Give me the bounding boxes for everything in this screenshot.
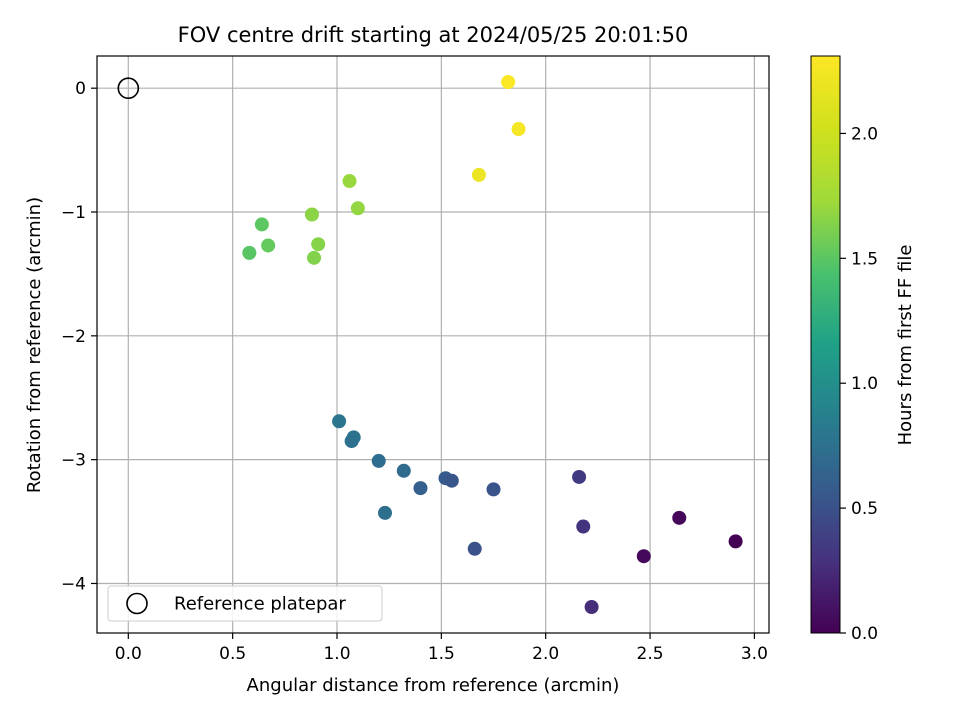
data-point: [467, 541, 482, 556]
data-point: [444, 473, 459, 488]
y-axis-label: Rotation from reference (arcmin): [24, 197, 45, 493]
x-axis-ticks: 0.0 0.5 1.0 1.5 2.0 2.5 3.0: [115, 633, 768, 664]
legend-marker: [126, 592, 148, 615]
data-point: [471, 167, 486, 182]
y-tick-label: −4: [61, 574, 86, 594]
data-point: [304, 207, 319, 222]
legend-box: [107, 585, 383, 622]
y-axis-ticks: 0 −1 −2 −3 −4: [61, 79, 97, 594]
plot-frame: [96, 55, 770, 634]
data-point: [728, 534, 743, 549]
data-point: [572, 469, 587, 484]
data-point: [311, 237, 326, 252]
y-tick-label: 0: [75, 79, 86, 99]
x-axis-label: Angular distance from reference (arcmin): [247, 675, 620, 696]
x-tick-label: 1.0: [323, 644, 350, 664]
data-point: [371, 453, 386, 468]
data-point: [307, 250, 322, 265]
data-point: [486, 482, 501, 497]
data-point: [254, 217, 269, 232]
data-point: [584, 599, 599, 614]
colorbar-tick-label: 2.0: [851, 124, 878, 144]
reference-point: [117, 77, 140, 99]
data-point: [672, 510, 687, 525]
data-point: [413, 481, 428, 496]
data-point: [350, 201, 365, 216]
colorbar-ticks: 0.0 0.5 1.0 1.5 2.0: [840, 124, 878, 644]
colorbar-gradient: [810, 55, 841, 634]
y-tick-label: −3: [61, 451, 86, 471]
data-points: [242, 75, 743, 614]
reference-marker: [117, 77, 140, 99]
data-point: [261, 238, 276, 253]
legend-label: Reference platepar: [174, 594, 346, 615]
colorbar: 0.0 0.5 1.0 1.5 2.0 Hours from first FF file: [810, 55, 916, 644]
chart-title: FOV centre drift starting at 2024/05/25 …: [178, 23, 689, 47]
x-tick-label: 0.5: [219, 644, 246, 664]
colorbar-tick-label: 1.0: [851, 374, 878, 394]
data-point: [242, 245, 257, 260]
grid-lines: [97, 56, 769, 633]
x-tick-label: 3.0: [741, 644, 768, 664]
data-point: [332, 414, 347, 429]
data-point: [344, 434, 359, 449]
data-point: [378, 505, 392, 520]
data-point: [396, 463, 411, 478]
x-tick-label: 1.5: [428, 644, 455, 664]
colorbar-tick-label: 1.5: [851, 249, 878, 269]
data-point: [501, 75, 516, 90]
x-tick-label: 0.0: [115, 644, 142, 664]
data-point: [511, 122, 526, 137]
colorbar-label: Hours from first FF file: [895, 245, 916, 446]
x-tick-label: 2.0: [532, 644, 559, 664]
y-tick-label: −1: [61, 203, 86, 223]
legend: Reference platepar: [107, 585, 383, 622]
data-point: [636, 549, 651, 564]
y-tick-label: −2: [61, 327, 86, 347]
colorbar-tick-label: 0.5: [851, 499, 878, 519]
data-point: [576, 519, 591, 534]
colorbar-tick-label: 0.0: [851, 624, 878, 644]
x-tick-label: 2.5: [637, 644, 664, 664]
data-point: [342, 174, 357, 189]
